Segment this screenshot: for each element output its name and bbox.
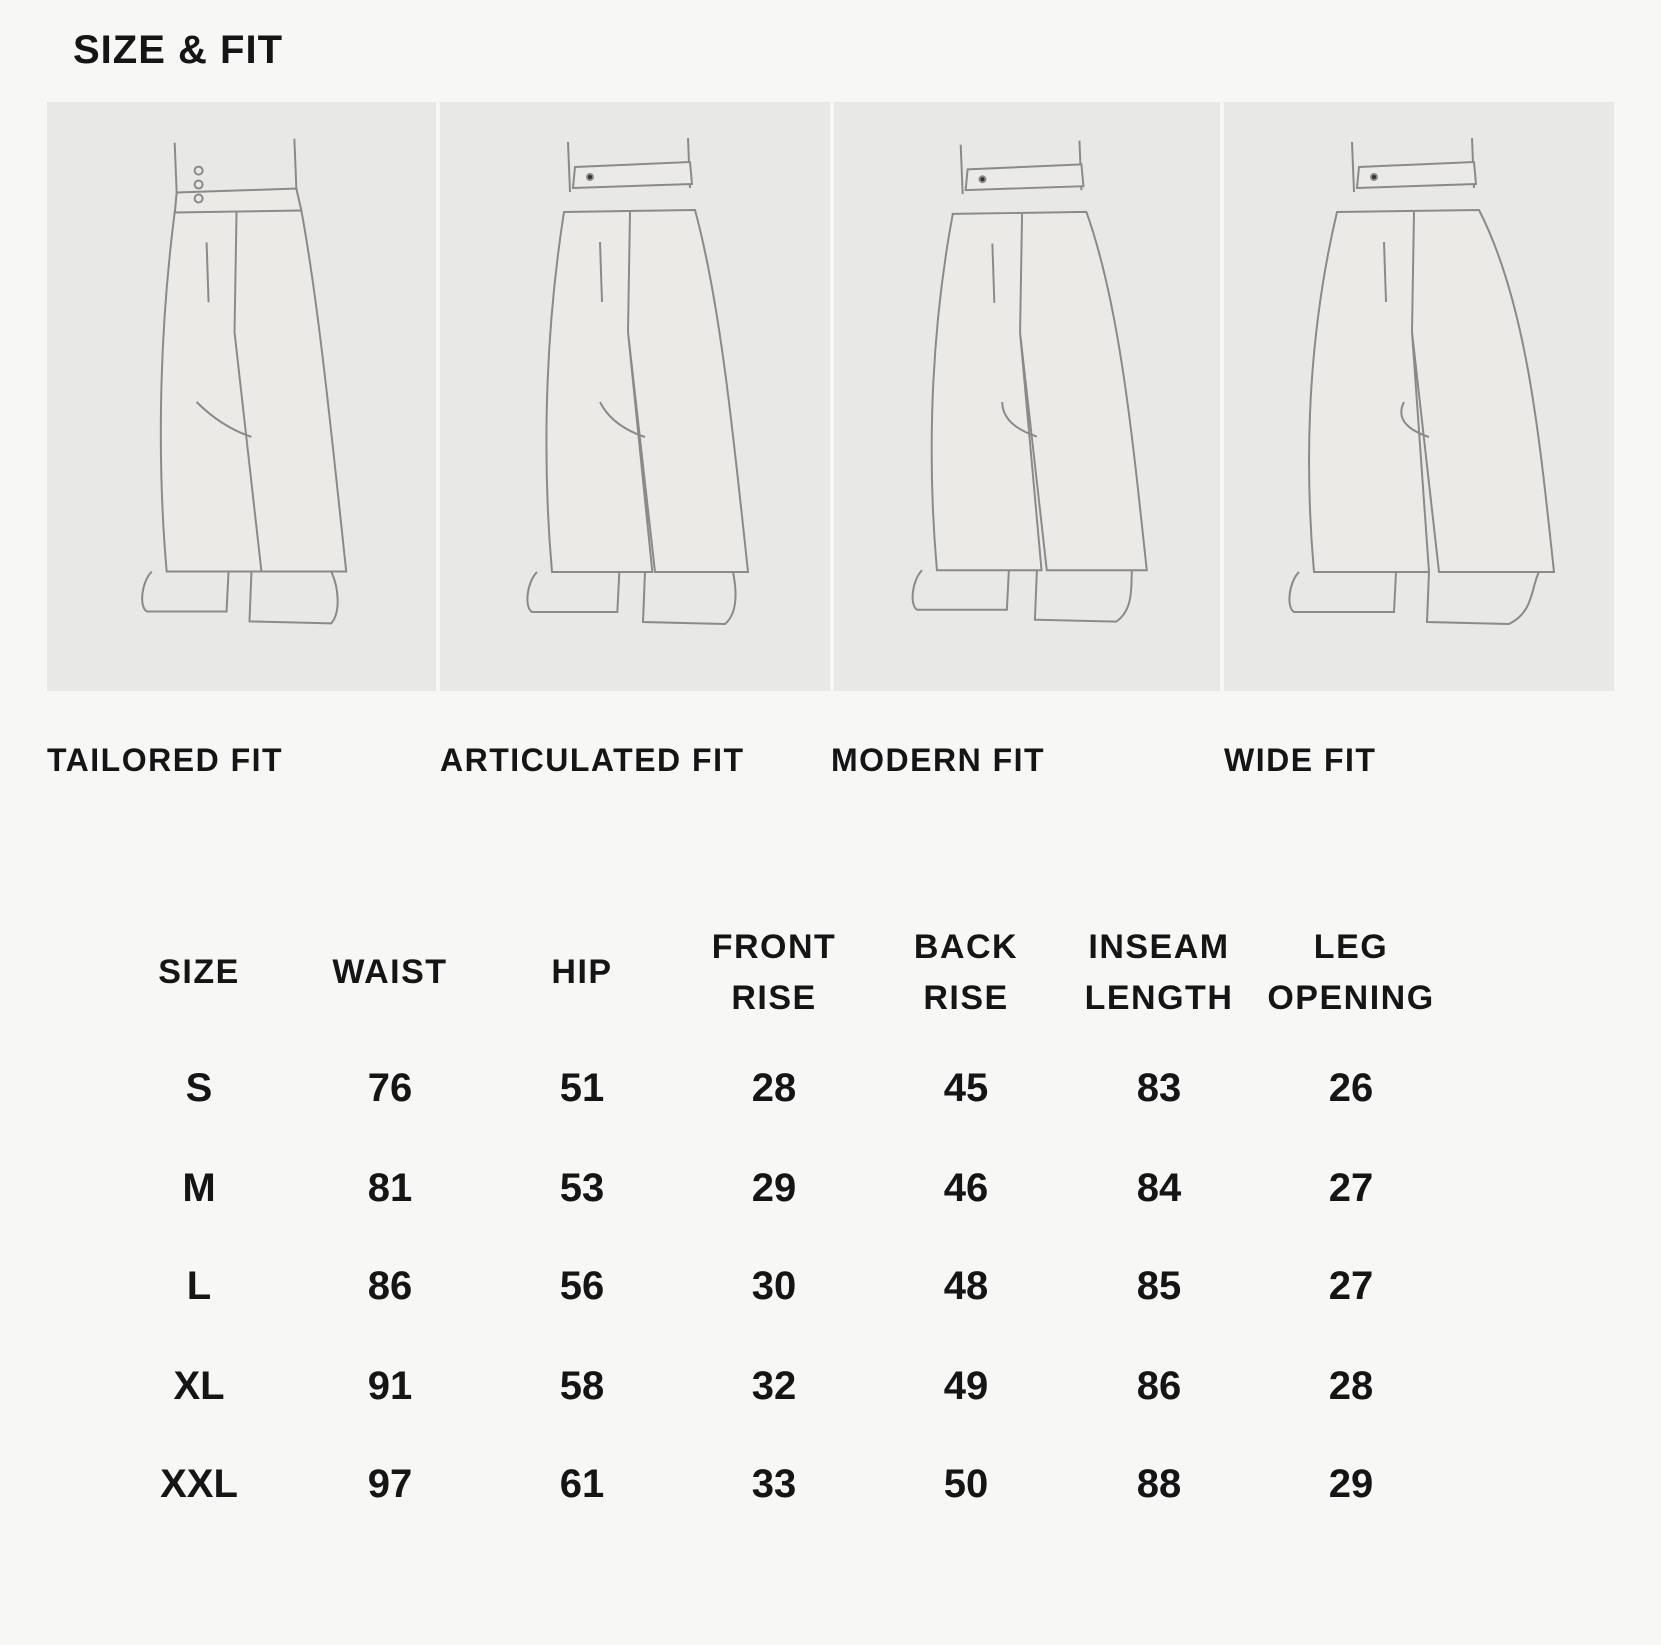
column-header-line: FRONT (711, 928, 837, 966)
measurement-cell: 26 (1328, 1066, 1374, 1110)
column-header-line: LENGTH (1084, 979, 1234, 1017)
column-header-line: RISE (923, 979, 1009, 1017)
measurement-cell: 61 (559, 1462, 605, 1506)
measurement-cell: 81 (367, 1166, 413, 1210)
measurement-cell: 85 (1136, 1264, 1182, 1308)
fit-label-wide: WIDE FIT (1224, 742, 1377, 778)
measurement-cell: 45 (943, 1066, 989, 1110)
wide-pants-illustration (1224, 102, 1614, 691)
column-header: INSEAM LENGTH (1059, 922, 1259, 1024)
measurement-cell: 48 (943, 1264, 989, 1308)
measurement-cell: 56 (559, 1264, 605, 1308)
measurement-cell: 46 (943, 1166, 989, 1210)
measurement-cell: 84 (1136, 1166, 1182, 1210)
column-header: LEG OPENING (1251, 922, 1451, 1024)
articulated-pants-illustration (440, 102, 830, 691)
size-cell: S (185, 1066, 213, 1110)
column-header: HIP (482, 947, 682, 998)
measurement-cell: 30 (751, 1264, 797, 1308)
measurement-cell: 29 (751, 1166, 797, 1210)
measurement-cell: 27 (1328, 1166, 1374, 1210)
measurement-cell: 28 (1328, 1364, 1374, 1408)
measurement-cell: 28 (751, 1066, 797, 1110)
page-title: SIZE & FIT (73, 28, 283, 72)
column-header: FRONT RISE (674, 922, 874, 1024)
measurement-cell: 29 (1328, 1462, 1374, 1506)
measurement-cell: 50 (943, 1462, 989, 1506)
measurement-cell: 86 (367, 1264, 413, 1308)
measurement-cell: 97 (367, 1462, 413, 1506)
measurement-cell: 49 (943, 1364, 989, 1408)
column-header-line: HIP (551, 953, 613, 991)
measurement-cell: 58 (559, 1364, 605, 1408)
tailored-pants-illustration (47, 102, 436, 691)
modern-pants-illustration (834, 102, 1220, 691)
column-header-line: LEG (1313, 928, 1389, 966)
column-header-line: RISE (731, 979, 817, 1017)
measurement-cell: 33 (751, 1462, 797, 1506)
measurement-cell: 83 (1136, 1066, 1182, 1110)
measurement-cell: 86 (1136, 1364, 1182, 1408)
measurement-cell: 51 (559, 1066, 605, 1110)
size-cell: M (182, 1166, 216, 1210)
measurement-cell: 27 (1328, 1264, 1374, 1308)
column-header-line: WAIST (332, 953, 448, 991)
size-cell: XL (173, 1364, 225, 1408)
measurement-cell: 32 (751, 1364, 797, 1408)
column-header: BACK RISE (866, 922, 1066, 1024)
fit-label-tailored: TAILORED FIT (47, 742, 284, 778)
column-header-line: BACK (913, 928, 1019, 966)
fit-label-articulated: ARTICULATED FIT (440, 742, 745, 778)
measurement-cell: 91 (367, 1364, 413, 1408)
size-cell: XXL (160, 1462, 238, 1506)
column-header-line: INSEAM (1088, 928, 1230, 966)
column-header: WAIST (290, 947, 490, 998)
column-header-line: OPENING (1267, 979, 1435, 1017)
measurement-cell: 76 (367, 1066, 413, 1110)
column-header: SIZE (99, 947, 299, 998)
column-header-line: SIZE (158, 953, 240, 991)
measurement-cell: 88 (1136, 1462, 1182, 1506)
measurement-cell: 53 (559, 1166, 605, 1210)
size-cell: L (186, 1264, 212, 1308)
fit-label-modern: MODERN FIT (831, 742, 1046, 778)
